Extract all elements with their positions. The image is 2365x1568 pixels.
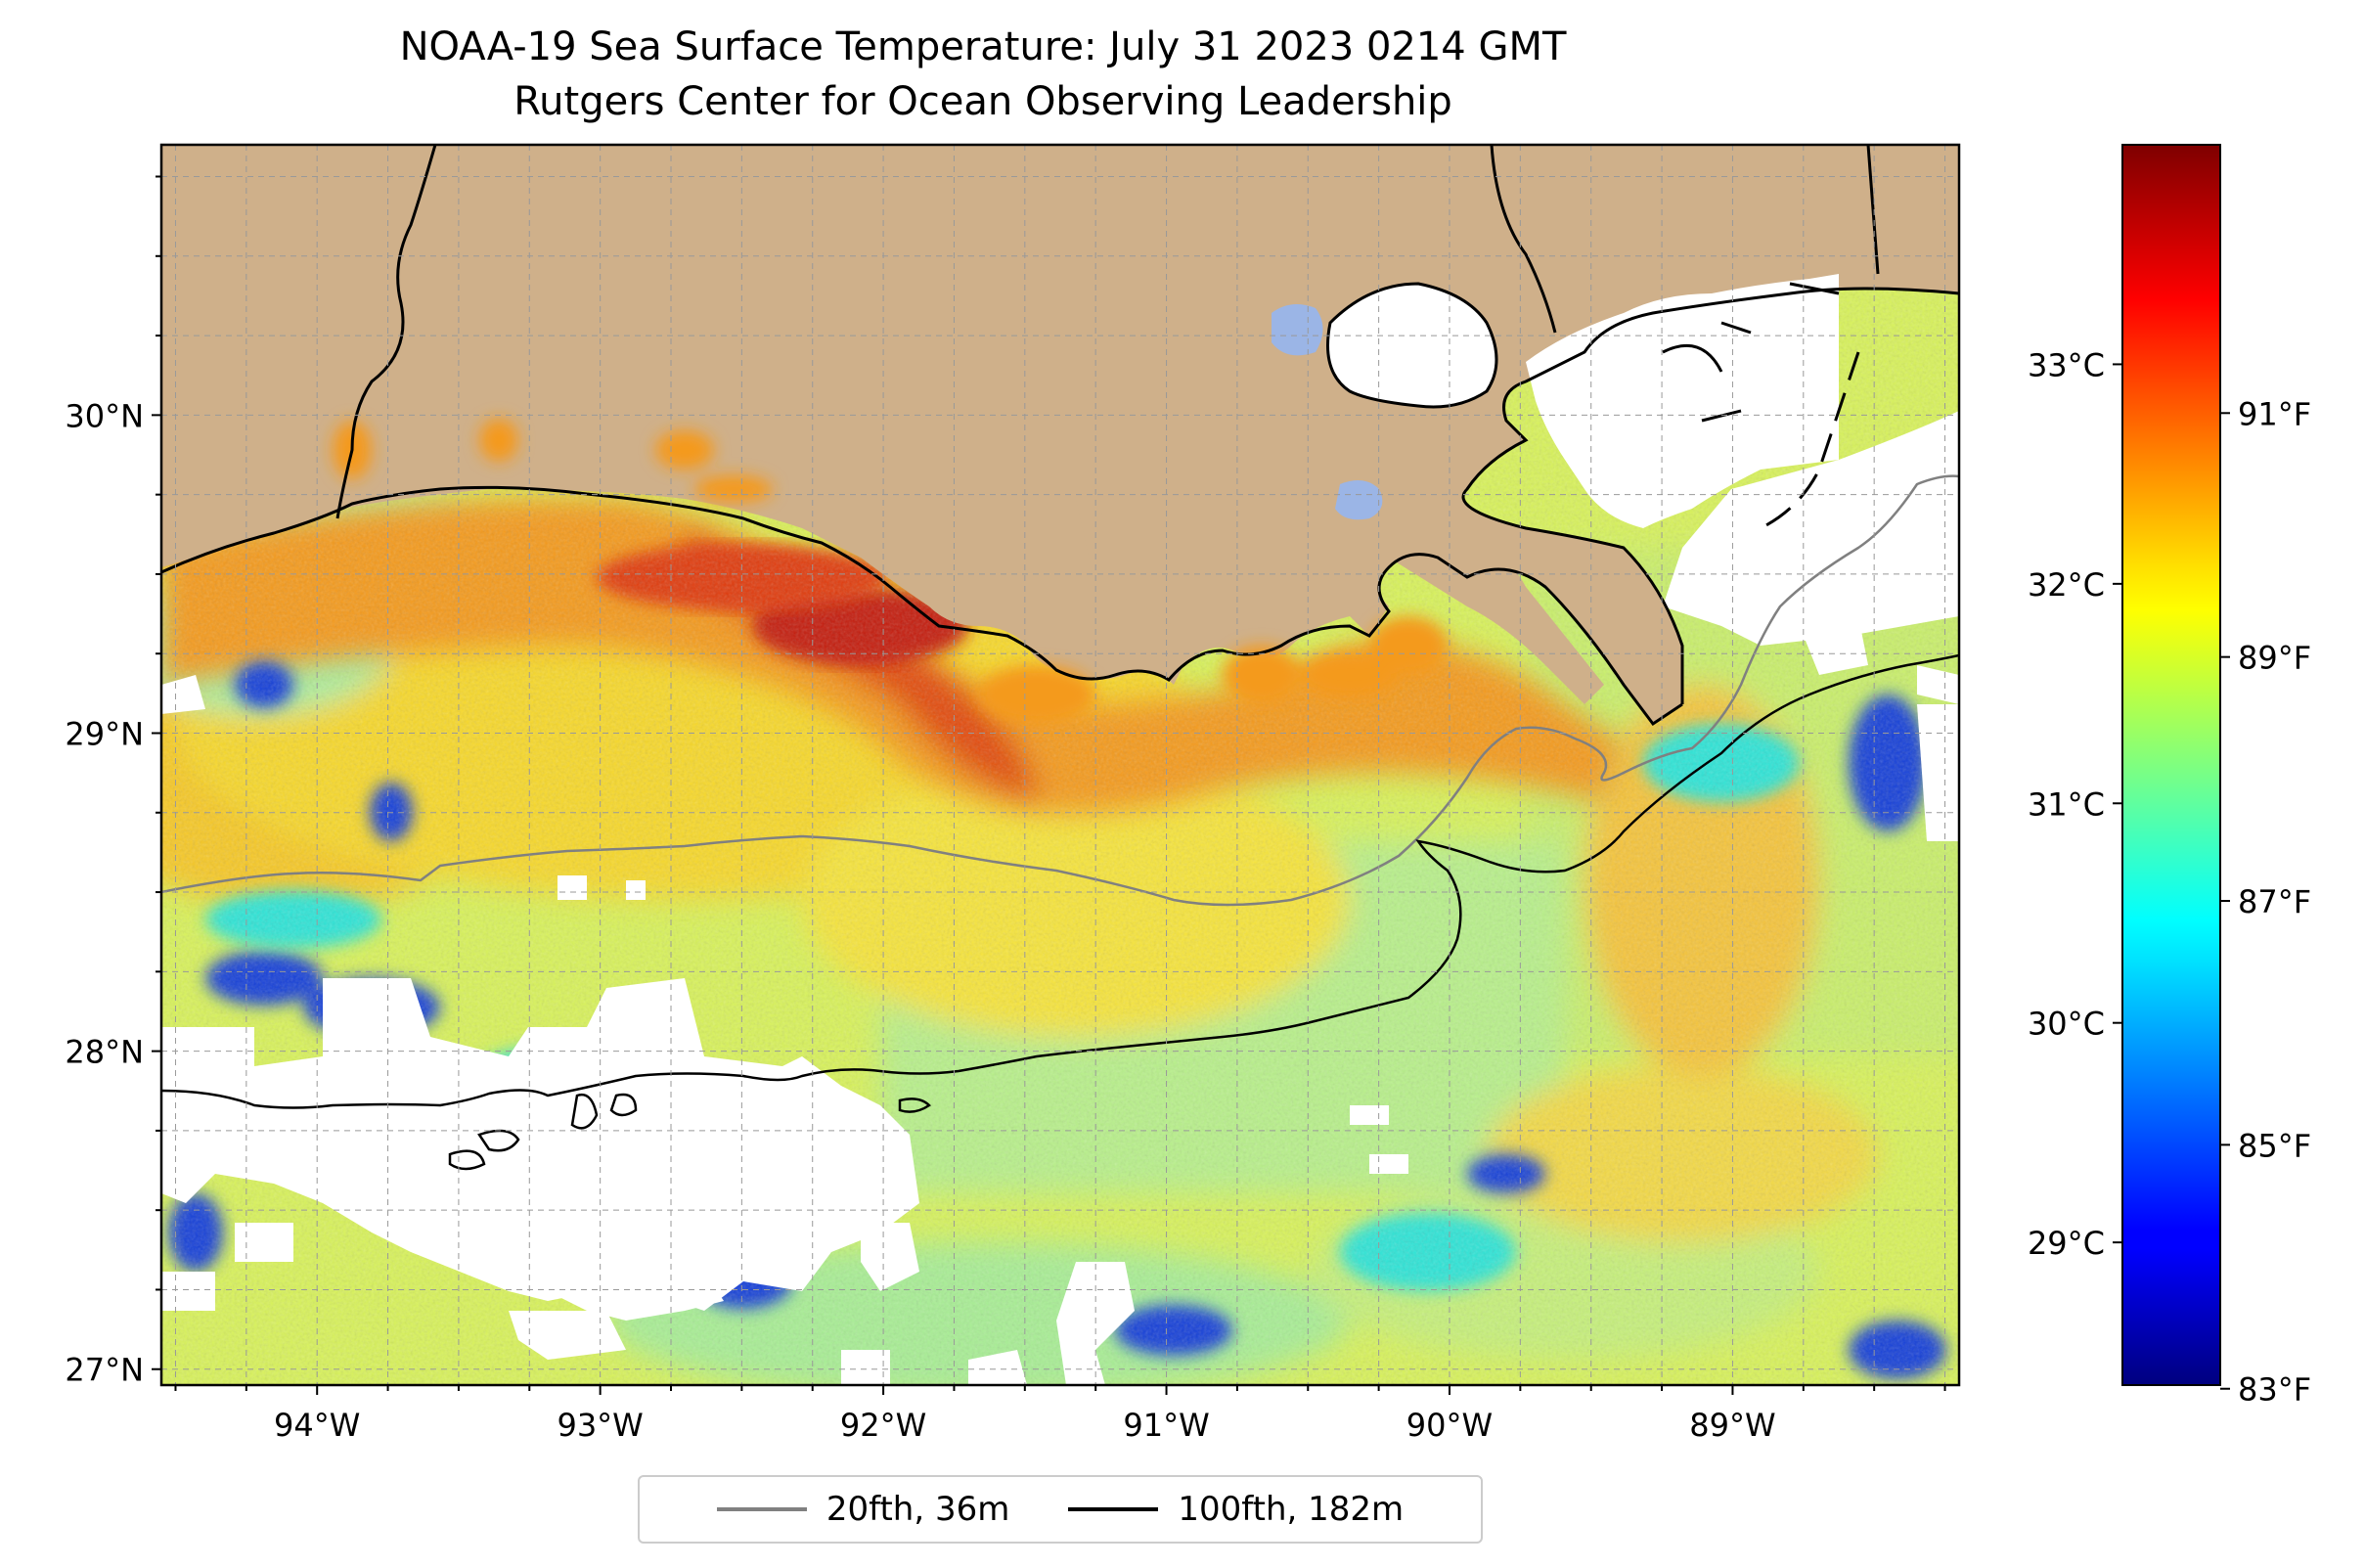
celsius-tick-label: 31°C [2028, 785, 2105, 823]
contour-20fth-line [161, 474, 1959, 907]
map-frame [159, 143, 1961, 1387]
contour-100fth-line [161, 653, 1959, 1109]
lon-tick-label: 93°W [557, 1407, 643, 1444]
legend-item-20fth: 20fth, 36m [716, 1490, 1010, 1529]
sst-field [161, 145, 1959, 1385]
lat-tick-label: 28°N [65, 1034, 144, 1071]
legend-swatch-20fth [716, 1507, 807, 1511]
fahrenheit-tick-label: 87°F [2238, 883, 2311, 920]
colorbar-celsius-axis: 29°C 30°C 31°C 32°C 33°C [2028, 346, 2122, 1262]
latitude-axis: 30°N 29°N 28°N 27°N [65, 175, 161, 1389]
colorbar [2122, 145, 2220, 1385]
inland-water-warm [333, 419, 1448, 724]
colorbar-frame [2121, 144, 2221, 1386]
legend-label-20fth: 20fth, 36m [826, 1490, 1010, 1529]
lat-tick-label: 29°N [65, 715, 144, 752]
contour-legend: 20fth, 36m 100fth, 182m [638, 1475, 1483, 1544]
lon-tick-label: 89°W [1689, 1407, 1775, 1444]
lat-tick-label: 27°N [65, 1352, 144, 1389]
celsius-tick-label: 30°C [2028, 1006, 2105, 1043]
lon-tick-label: 91°W [1123, 1407, 1209, 1444]
legend-label-100fth: 100fth, 182m [1178, 1490, 1405, 1529]
graticule [161, 145, 1959, 1385]
fahrenheit-tick-label: 91°F [2238, 395, 2311, 432]
legend-swatch-100fth [1068, 1507, 1159, 1511]
longitude-axis: 94°W 93°W 92°W 91°W 90°W 89°W [174, 1385, 1946, 1444]
lake-patches [1272, 304, 1383, 520]
map-subtitle: Rutgers Center for Ocean Observing Leade… [513, 79, 1452, 124]
lon-tick-label: 92°W [840, 1407, 926, 1444]
land-areas [161, 145, 1959, 724]
lake-pontchartrain-area [1327, 274, 1839, 528]
coastline [161, 145, 1959, 727]
lon-tick-label: 90°W [1406, 1407, 1493, 1444]
celsius-tick-label: 33°C [2028, 346, 2105, 383]
celsius-tick-label: 32°C [2028, 566, 2105, 604]
legend-item-100fth: 100fth, 182m [1068, 1490, 1404, 1529]
celsius-tick-label: 29°C [2028, 1225, 2105, 1262]
lon-tick-label: 94°W [274, 1407, 360, 1444]
fahrenheit-tick-label: 85°F [2238, 1127, 2311, 1164]
fahrenheit-tick-label: 83°F [2238, 1371, 2311, 1409]
fahrenheit-tick-label: 89°F [2238, 640, 2311, 677]
map-title: NOAA-19 Sea Surface Temperature: July 31… [399, 24, 1567, 69]
colorbar-fahrenheit-axis: 83°F 85°F 87°F 89°F 91°F [2220, 395, 2311, 1409]
lat-tick-label: 30°N [65, 397, 144, 434]
